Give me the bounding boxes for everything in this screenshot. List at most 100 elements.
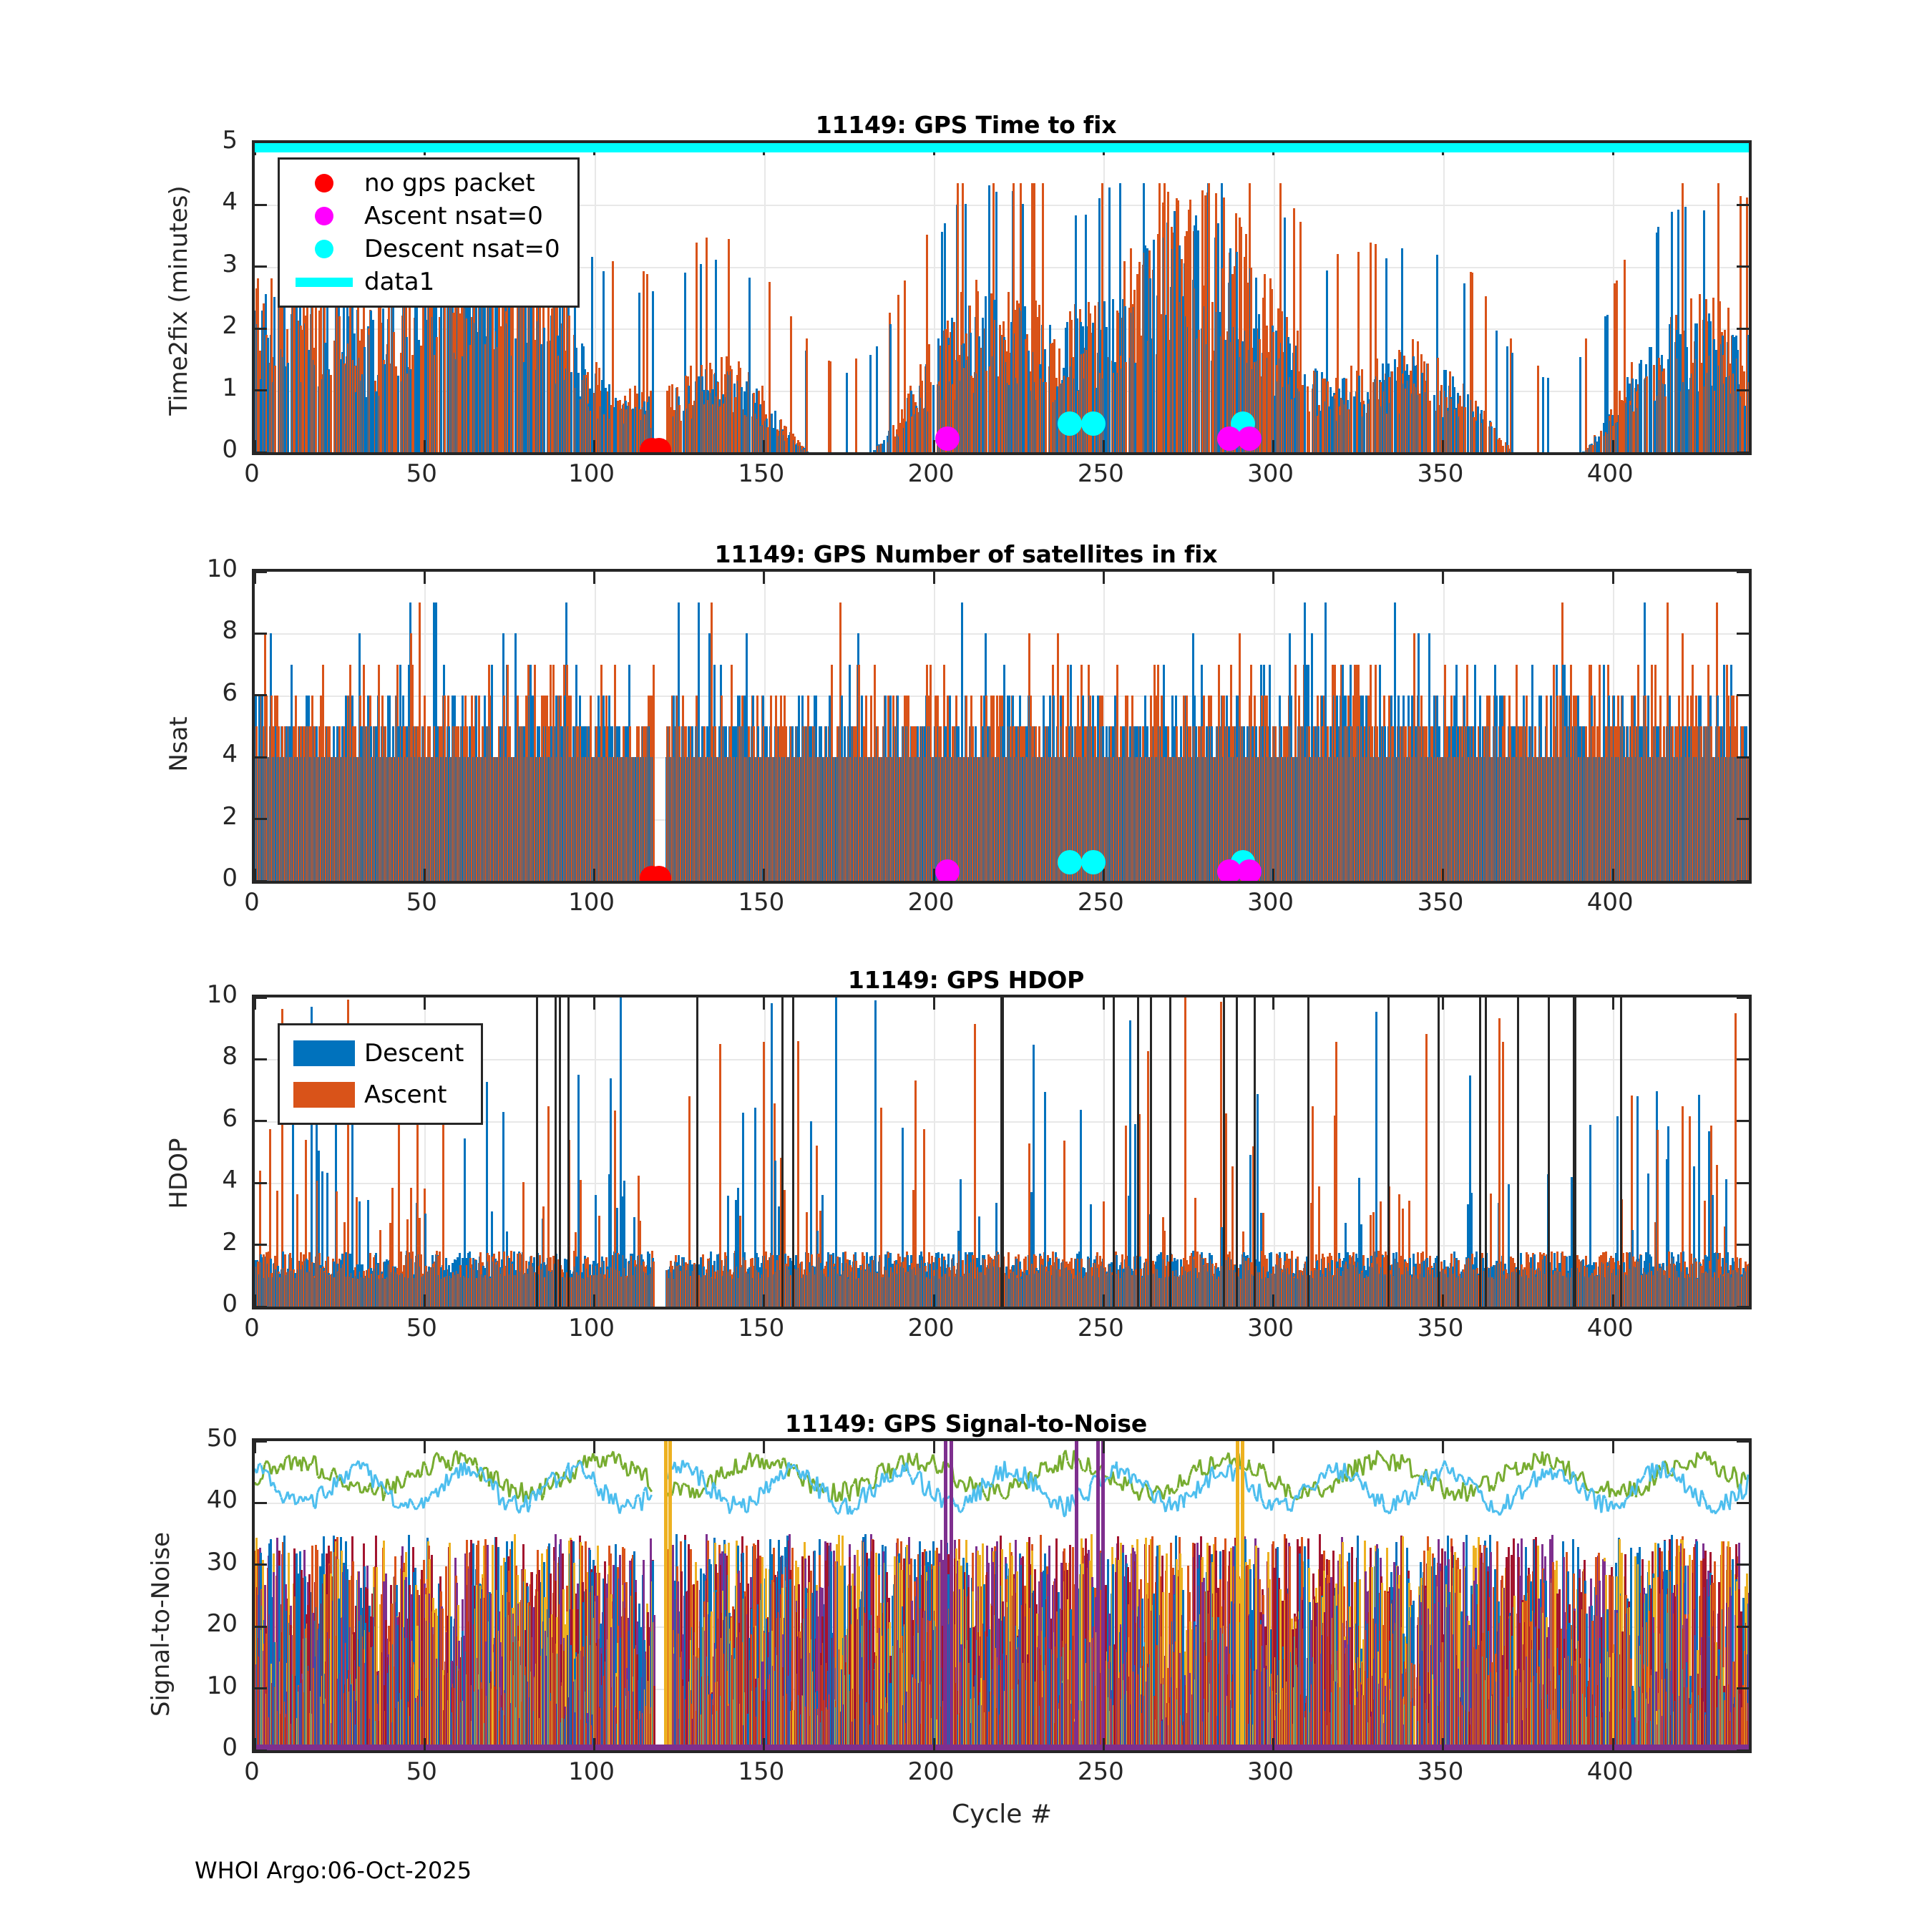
data-stem xyxy=(1387,997,1390,1307)
data-stem xyxy=(1016,301,1019,452)
series-layer-nsat xyxy=(255,572,1749,881)
x-tick-label: 350 xyxy=(1417,1314,1464,1342)
data-stem xyxy=(652,291,655,452)
x-tick-mark xyxy=(1102,997,1105,1010)
x-tick-mark xyxy=(1611,440,1614,452)
data-stem xyxy=(536,997,539,1307)
x-tick-label: 250 xyxy=(1077,888,1124,917)
data-stem xyxy=(397,376,400,452)
data-stem xyxy=(684,272,687,452)
data-stem xyxy=(953,322,956,452)
data-stem xyxy=(718,406,721,452)
legend-item-descent-nsat-0[interactable]: Descent nsat=0 xyxy=(284,233,560,265)
data-stem xyxy=(393,332,396,452)
data-stem xyxy=(1750,1255,1752,1307)
legend-item-descent[interactable]: Descent xyxy=(284,1033,464,1074)
x-tick-mark xyxy=(1611,1294,1614,1307)
gridline-vertical xyxy=(934,143,936,452)
data-stem xyxy=(420,345,423,452)
data-stem xyxy=(379,304,382,452)
x-tick-mark xyxy=(763,997,766,1010)
legend-hdop[interactable]: Descent Ascent xyxy=(278,1023,484,1125)
data-stem xyxy=(1051,343,1054,452)
x-tick-mark xyxy=(1102,440,1105,452)
data-stem xyxy=(1308,411,1311,452)
data-stem xyxy=(1128,1020,1131,1307)
data-stem xyxy=(1201,190,1204,452)
data-stem xyxy=(794,436,796,452)
legend-item-ascent-nsat-0[interactable]: Ascent nsat=0 xyxy=(284,200,560,233)
data-stem xyxy=(1747,382,1749,452)
marker-descent-nsat0 xyxy=(1057,850,1082,875)
y-tick-mark xyxy=(1737,632,1749,635)
x-tick-label: 150 xyxy=(738,888,785,917)
data-stem xyxy=(577,372,580,452)
x-tick-mark xyxy=(593,572,596,584)
data-stem xyxy=(1478,997,1481,1307)
data-stem xyxy=(1579,357,1581,452)
data-stem xyxy=(613,406,615,452)
y-tick-mark xyxy=(255,632,267,635)
data-stem xyxy=(737,361,740,452)
data-stem xyxy=(1013,183,1015,452)
x-tick-label: 300 xyxy=(1247,888,1294,917)
x-tick-mark xyxy=(763,869,766,881)
gridline-vertical xyxy=(1103,143,1106,452)
data-stem xyxy=(1153,240,1156,452)
y-tick-mark xyxy=(255,1181,267,1184)
data-stem xyxy=(1008,291,1010,452)
data-stem xyxy=(1211,301,1214,452)
legend-time2fix[interactable]: no gps packet Ascent nsat=0 Descent nsat=0… xyxy=(278,157,580,308)
data-stem xyxy=(1750,726,1752,881)
data-stem xyxy=(351,199,354,452)
data-stem xyxy=(514,338,517,452)
data-stem xyxy=(1187,209,1190,452)
data-stem xyxy=(575,347,578,452)
legend-item-no-gps-packet[interactable]: no gps packet xyxy=(284,167,560,200)
y-tick-mark xyxy=(1737,1244,1749,1246)
data-stem xyxy=(800,445,803,452)
data-stem xyxy=(940,231,943,452)
x-tick-mark xyxy=(1442,997,1445,1010)
data-stem xyxy=(768,282,771,452)
data-stem xyxy=(1075,215,1078,452)
data-stem xyxy=(666,390,669,452)
x-tick-label: 50 xyxy=(406,1314,437,1342)
data-stem xyxy=(1105,326,1108,452)
marker-descent-nsat0 xyxy=(1057,411,1082,436)
data-stem xyxy=(554,306,557,452)
data-stem xyxy=(1041,183,1044,452)
data-stem xyxy=(1223,197,1226,452)
legend-swatch-icon xyxy=(284,1082,364,1108)
legend-item-ascent[interactable]: Ascent xyxy=(284,1074,464,1116)
data-stem xyxy=(788,435,791,452)
data-stem xyxy=(394,366,397,452)
data-stem xyxy=(301,330,304,452)
data-stem xyxy=(596,385,599,452)
marker-ascent-nsat0 xyxy=(1237,426,1262,451)
data-stem xyxy=(318,310,321,452)
data-stem xyxy=(781,997,784,1307)
x-tick-mark xyxy=(593,440,596,452)
data-stem xyxy=(1664,396,1667,452)
data-stem xyxy=(690,365,693,452)
data-stem xyxy=(1233,265,1236,452)
data-stem xyxy=(1541,377,1544,452)
data-stem xyxy=(1307,997,1309,1307)
data-stem xyxy=(1113,997,1116,1307)
data-stem xyxy=(892,425,894,452)
legend-swatch-icon xyxy=(284,240,364,258)
data-stem xyxy=(680,420,683,452)
legend-swatch-icon xyxy=(284,277,364,287)
x-tick-mark xyxy=(1611,869,1614,881)
data-stem xyxy=(617,401,620,452)
data-stem xyxy=(1238,218,1241,452)
x-tick-mark xyxy=(1442,572,1445,584)
data-stem xyxy=(805,338,808,452)
legend-item-data1[interactable]: data1 xyxy=(284,265,560,298)
data-stem xyxy=(1253,997,1256,1307)
data-stem xyxy=(507,296,510,452)
data-stem xyxy=(498,258,501,452)
data-stem xyxy=(740,386,743,452)
data-stem xyxy=(904,421,907,452)
